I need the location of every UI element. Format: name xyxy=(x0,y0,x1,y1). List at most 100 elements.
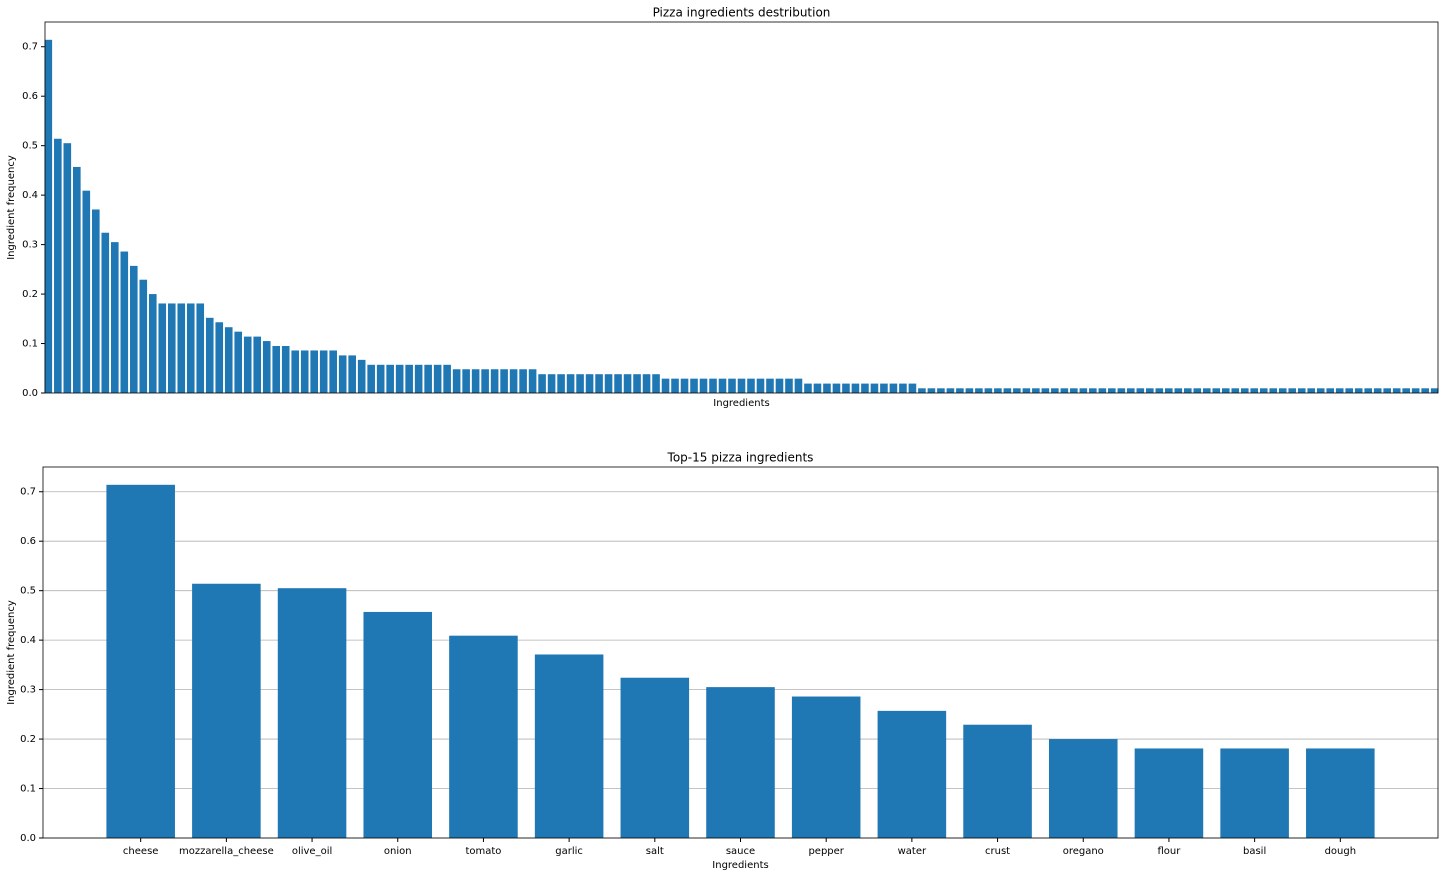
bar xyxy=(300,350,309,393)
bar xyxy=(576,374,584,393)
bar xyxy=(1221,388,1230,393)
y-tick-label: 0.1 xyxy=(20,784,36,795)
bar xyxy=(534,654,604,838)
bar xyxy=(509,369,518,393)
y-axis-label: Ingredient frequency xyxy=(6,155,17,260)
bar xyxy=(443,364,451,393)
bar xyxy=(1326,388,1335,393)
bar xyxy=(956,388,964,393)
bar xyxy=(1430,388,1439,393)
axes-frame xyxy=(42,466,1439,839)
bar xyxy=(1165,388,1173,393)
bar xyxy=(376,364,385,393)
bar xyxy=(186,303,195,393)
bar xyxy=(1155,388,1164,393)
bar xyxy=(192,583,261,838)
bar xyxy=(566,374,575,393)
y-tick-label: 0.3 xyxy=(20,685,36,696)
bar xyxy=(747,378,755,393)
bar xyxy=(642,374,651,393)
bar xyxy=(889,383,898,393)
bar xyxy=(395,364,404,393)
bar xyxy=(699,378,708,393)
bar xyxy=(1127,388,1135,393)
bar xyxy=(791,696,861,838)
bar xyxy=(557,374,565,393)
y-axis-label: Ingredient frequency xyxy=(6,600,17,705)
bar xyxy=(1098,388,1107,393)
bar xyxy=(994,388,1002,393)
bar xyxy=(243,336,252,393)
bar xyxy=(870,383,879,393)
bar xyxy=(1373,388,1382,393)
y-tick-label: 0.6 xyxy=(20,536,36,547)
x-tick-label: sauce xyxy=(726,846,755,857)
bar xyxy=(139,279,148,393)
bar xyxy=(946,388,955,393)
bar xyxy=(82,190,91,393)
bar xyxy=(205,317,214,393)
bar xyxy=(1240,388,1249,393)
bar xyxy=(1212,388,1221,393)
x-tick-label: tomato xyxy=(465,846,501,857)
x-tick-label: oregano xyxy=(1063,846,1104,857)
bar xyxy=(357,359,366,393)
bar xyxy=(1231,388,1240,393)
bar xyxy=(234,331,243,393)
x-tick-label: garlic xyxy=(555,846,583,857)
bar xyxy=(262,341,271,393)
bar xyxy=(1307,388,1316,393)
y-tick-label: 0.1 xyxy=(22,339,38,350)
bar xyxy=(1335,388,1344,393)
x-tick-label: pepper xyxy=(808,846,844,857)
bar xyxy=(1202,388,1211,393)
bar xyxy=(1032,388,1040,393)
y-tick-label: 0.5 xyxy=(22,141,38,152)
bar xyxy=(433,364,442,393)
bar xyxy=(1383,388,1391,393)
bar xyxy=(120,251,129,393)
bar xyxy=(794,378,803,393)
bar xyxy=(167,303,176,393)
bar xyxy=(1316,388,1325,393)
bar xyxy=(1079,388,1088,393)
bar xyxy=(1183,388,1192,393)
bar xyxy=(1134,748,1204,838)
x-tick-label: crust xyxy=(985,846,1010,857)
bar xyxy=(1278,388,1287,393)
bar xyxy=(148,294,157,393)
x-axis-label: Ingredients xyxy=(712,860,768,871)
bar xyxy=(1297,388,1306,393)
bar xyxy=(1345,388,1354,393)
bar xyxy=(937,388,945,393)
bar xyxy=(680,378,689,393)
x-tick-label: flour xyxy=(1158,846,1182,857)
bar xyxy=(709,378,717,393)
bar xyxy=(253,336,262,393)
bar xyxy=(348,355,356,393)
y-tick-label: 0.4 xyxy=(20,635,36,646)
bar xyxy=(842,383,850,393)
bar xyxy=(785,378,793,393)
bar xyxy=(1259,388,1268,393)
bar xyxy=(1193,388,1202,393)
bar xyxy=(224,327,233,393)
bar xyxy=(449,635,518,838)
bar xyxy=(319,350,328,393)
bar xyxy=(272,346,281,393)
bar xyxy=(538,374,546,393)
bar xyxy=(196,303,205,393)
bar xyxy=(452,369,461,393)
bar xyxy=(101,232,110,393)
bar xyxy=(766,378,774,393)
x-tick-label: salt xyxy=(646,846,664,857)
bar xyxy=(405,364,413,393)
bar xyxy=(367,364,375,393)
bar xyxy=(1421,388,1429,393)
bar xyxy=(338,355,347,393)
axes-frame xyxy=(44,21,1439,394)
chart-title: Pizza ingredients destribution xyxy=(653,6,831,20)
x-tick-label: basil xyxy=(1243,846,1266,857)
bar xyxy=(1089,388,1097,393)
bar xyxy=(775,378,784,393)
